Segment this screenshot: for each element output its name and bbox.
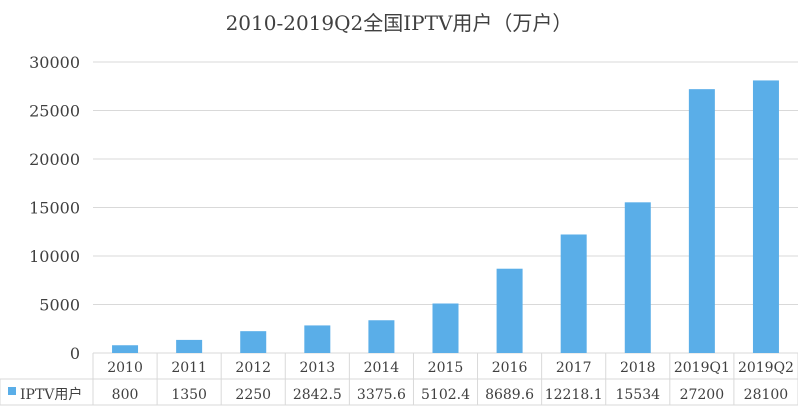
y-tick-label: 20000 <box>29 150 80 169</box>
bar-2013 <box>304 325 331 353</box>
gridlines <box>93 61 798 354</box>
bar-2019Q2 <box>752 80 779 354</box>
bar-2010 <box>112 345 139 353</box>
data-label-2017: 12218.1 <box>545 387 603 403</box>
y-tick-label: 0 <box>70 344 80 363</box>
bar-2011 <box>176 339 203 353</box>
data-label-2015: 5102.4 <box>421 387 470 403</box>
data-label-2019Q2: 28100 <box>744 387 789 403</box>
legend-label: IPTV用户 <box>20 386 82 403</box>
y-tick-label: 25000 <box>29 102 80 121</box>
bar-2015 <box>432 303 459 353</box>
chart-title: 2010-2019Q2全国IPTV用户（万户） <box>226 11 573 35</box>
y-axis-tick-labels: 0 5000 10000 15000 20000 25000 30000 <box>29 53 80 363</box>
category-label-2012: 2012 <box>235 360 271 376</box>
y-tick-label: 15000 <box>29 199 80 218</box>
category-label-2019Q1: 2019Q1 <box>674 360 730 376</box>
category-label-2017: 2017 <box>556 360 592 376</box>
category-label-2011: 2011 <box>171 360 207 376</box>
data-label-2012: 2250 <box>235 387 271 403</box>
data-label-2013: 2842.5 <box>293 387 342 403</box>
y-tick-label: 5000 <box>39 296 80 315</box>
data-label-2010: 800 <box>112 387 139 403</box>
category-label-2010: 2010 <box>107 360 143 376</box>
category-label-2015: 2015 <box>428 360 464 376</box>
bar-2019Q1 <box>688 89 715 353</box>
category-label-2014: 2014 <box>364 360 400 376</box>
bar-2018 <box>624 202 651 353</box>
category-label-2018: 2018 <box>620 360 656 376</box>
category-label-2016: 2016 <box>492 360 528 376</box>
bar-2016 <box>496 268 523 353</box>
data-label-2016: 8689.6 <box>485 387 534 403</box>
bar-2014 <box>368 320 395 353</box>
bar-series <box>112 80 779 354</box>
data-label-2011: 1350 <box>171 387 207 403</box>
category-label-2013: 2013 <box>299 360 335 376</box>
category-label-2019Q2: 2019Q2 <box>738 360 794 376</box>
data-label-2019Q1: 27200 <box>680 387 725 403</box>
legend-swatch <box>8 387 16 395</box>
y-tick-label: 30000 <box>29 53 80 72</box>
y-tick-label: 10000 <box>29 247 80 266</box>
data-label-2014: 3375.6 <box>357 387 406 403</box>
data-table: 2010 800 2011 1350 2012 2250 2013 2842.5 2014 337… <box>0 353 798 406</box>
data-label-2018: 15534 <box>615 387 660 403</box>
bar-2012 <box>240 331 267 353</box>
bar-2017 <box>560 234 587 353</box>
